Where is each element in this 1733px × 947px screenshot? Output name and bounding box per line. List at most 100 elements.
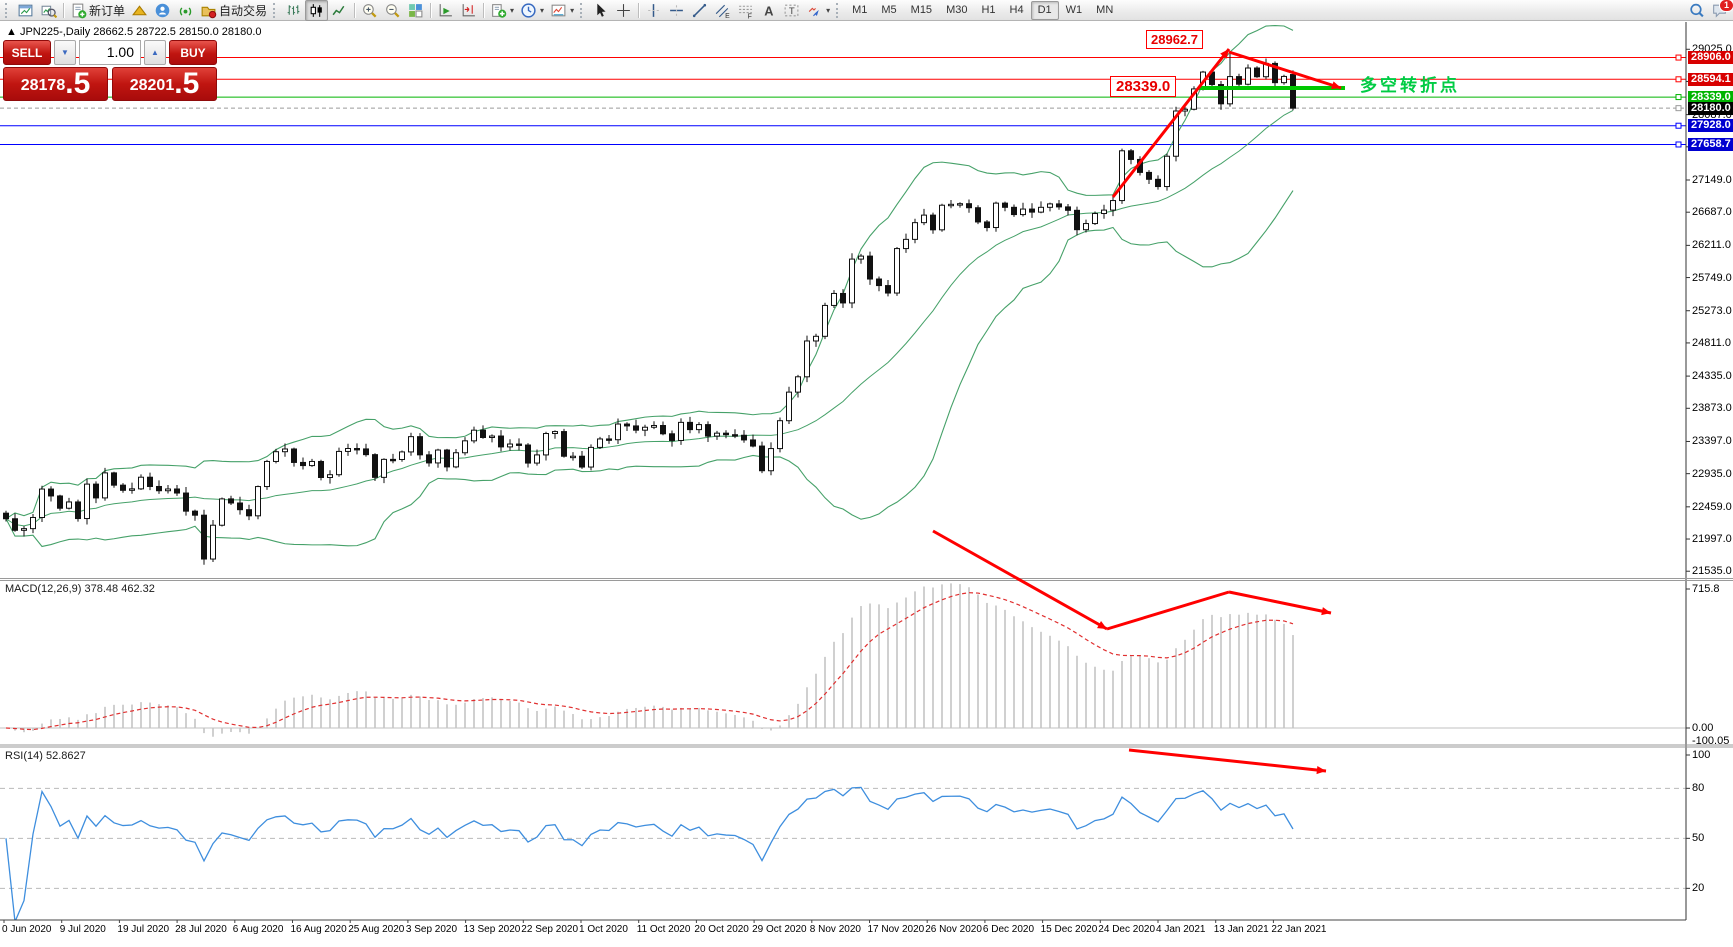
svg-text:E: E (725, 12, 730, 18)
sell-price-int: 28178 (20, 77, 66, 94)
equidistant-channel-button[interactable]: E (711, 0, 734, 21)
timeframe-h4-button[interactable]: H4 (1009, 3, 1024, 16)
support-level-annotation[interactable]: 28339.0 (1110, 76, 1177, 97)
svg-text:A: A (764, 3, 773, 18)
timeframe-d1-button[interactable]: D1 (1030, 0, 1059, 20)
macd-tick-label: 0.00 (1692, 722, 1714, 734)
templates-button[interactable]: ▾ (547, 0, 577, 21)
timeframe-m5-button[interactable]: M5 (881, 3, 897, 16)
autotrading-button[interactable]: 自动交易 (197, 0, 270, 21)
tile-windows-button[interactable] (404, 0, 427, 21)
toolbar-separator (354, 2, 356, 18)
buy-price-box[interactable]: 28201.5 (112, 67, 217, 101)
search-button[interactable] (1685, 0, 1708, 21)
zoom-in-button[interactable] (358, 0, 381, 21)
chevron-down-icon[interactable]: ▾ (510, 5, 515, 15)
rsi-tick-label: 80 (1692, 782, 1705, 795)
text-button[interactable]: A (757, 0, 780, 21)
timeframe-w1-button[interactable]: W1 (1065, 3, 1083, 16)
macd-tick-label: 715.8 (1692, 583, 1720, 595)
chevron-down-icon[interactable]: ▾ (570, 5, 575, 15)
text-label-button[interactable]: T (780, 0, 803, 21)
autotrading-icon (200, 2, 217, 19)
chart-shift-icon (460, 2, 477, 19)
metaquotes-icon (131, 2, 148, 19)
mql5-community-button[interactable] (151, 0, 174, 21)
sell-price-frac: .5 (65, 67, 91, 100)
horizontal-line-button[interactable] (665, 0, 688, 21)
price-tick-label: 26211.0 (1692, 239, 1731, 252)
rsi-tick-label: 20 (1692, 882, 1705, 895)
trendline-button[interactable] (688, 0, 711, 21)
sell-button[interactable]: SELL (3, 40, 51, 65)
horizontal-line-icon (668, 2, 685, 19)
date-tick-label: 15 Dec 2020 (1040, 924, 1098, 935)
chart-shift-button[interactable] (457, 0, 480, 21)
buy-price-int: 28201 (129, 77, 175, 94)
date-tick-label: 19 Jul 2020 (117, 924, 170, 935)
text-icon: A (760, 2, 777, 19)
symbol-marker-icon: ▲ (6, 26, 20, 38)
date-tick-label: 6 Dec 2020 (982, 924, 1035, 935)
date-tick-label: 26 Nov 2020 (925, 924, 982, 935)
templates-icon (550, 2, 567, 19)
date-tick-label: 17 Nov 2020 (867, 924, 925, 935)
date-tick-label: 11 Oct 2020 (636, 924, 691, 935)
volume-decrease-button[interactable]: ▼ (54, 40, 76, 65)
candles-chart-button[interactable] (305, 0, 329, 21)
chevron-down-icon[interactable]: ▾ (826, 5, 831, 15)
volume-increase-button[interactable]: ▲ (144, 40, 166, 65)
new-chart-button[interactable] (14, 0, 37, 21)
fibonacci-button[interactable]: F (734, 0, 757, 21)
crosshair-button[interactable] (612, 0, 635, 21)
volume-input[interactable]: 1.00 (79, 40, 141, 65)
svg-text:F: F (748, 13, 752, 19)
buy-button[interactable]: BUY (169, 40, 217, 65)
metaquotes-button[interactable] (128, 0, 151, 21)
peak-price-annotation[interactable]: 28962.7 (1146, 30, 1203, 49)
toolbar-grip[interactable] (580, 2, 585, 18)
cursor-button[interactable] (589, 0, 612, 21)
price-level-badge: 28339.0 (1688, 90, 1733, 104)
date-tick-label: 3 Sep 2020 (405, 924, 458, 935)
toolbar-separator (638, 2, 640, 18)
notifications-button[interactable]: 1 (1708, 0, 1733, 21)
signals-icon (177, 2, 194, 19)
rsi-tick-label: 100 (1692, 749, 1711, 761)
bars-chart-button[interactable] (282, 0, 305, 21)
price-tick-label: 27149.0 (1692, 174, 1732, 186)
zoom-out-icon (384, 2, 401, 19)
new-order-button[interactable]: 新订单 (67, 0, 128, 21)
date-tick-label: 6 Aug 2020 (232, 924, 284, 935)
rsi-tick-label: 50 (1692, 832, 1705, 845)
timeframe-mn-button[interactable]: MN (1096, 3, 1114, 16)
zoom-out-button[interactable] (381, 0, 404, 21)
cursor-icon (592, 2, 609, 19)
chevron-down-icon[interactable]: ▾ (540, 5, 545, 15)
auto-scroll-button[interactable] (434, 0, 457, 21)
signals-button[interactable] (174, 0, 197, 21)
profiles-button[interactable] (37, 0, 60, 21)
new-order-label: 新订单 (89, 3, 126, 18)
arrows-button[interactable]: ▾ (803, 0, 833, 21)
price-tick-label: 21997.0 (1692, 533, 1732, 546)
timeframe-h1-button[interactable]: H1 (981, 3, 996, 16)
toolbar-grip[interactable] (5, 2, 10, 18)
toolbar-grip[interactable] (836, 2, 841, 18)
vertical-line-button[interactable] (642, 0, 665, 21)
date-tick-label: 13 Sep 2020 (463, 924, 521, 935)
price-level-badge: 27928.0 (1688, 119, 1733, 133)
date-tick-label: 24 Dec 2020 (1098, 924, 1156, 935)
sell-price-box[interactable]: 28178.5 (3, 67, 108, 101)
price-tick-label: 22459.0 (1692, 500, 1732, 513)
bars-chart-icon (285, 2, 302, 19)
toolbar-grip[interactable] (273, 2, 278, 18)
indicators-button[interactable]: ▾ (487, 0, 517, 21)
turning-point-annotation[interactable]: 多空转折点 (1360, 76, 1460, 95)
periods-button[interactable]: ▾ (517, 0, 547, 21)
line-chart-button[interactable] (328, 0, 351, 21)
timeframe-m15-button[interactable]: M15 (910, 3, 933, 16)
timeframe-m30-button[interactable]: M30 (946, 3, 968, 16)
timeframe-m1-button[interactable]: M1 (852, 3, 868, 16)
